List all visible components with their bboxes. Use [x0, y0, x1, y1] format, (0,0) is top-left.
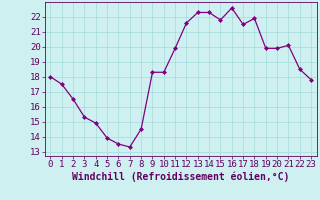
X-axis label: Windchill (Refroidissement éolien,°C): Windchill (Refroidissement éolien,°C): [72, 172, 290, 182]
